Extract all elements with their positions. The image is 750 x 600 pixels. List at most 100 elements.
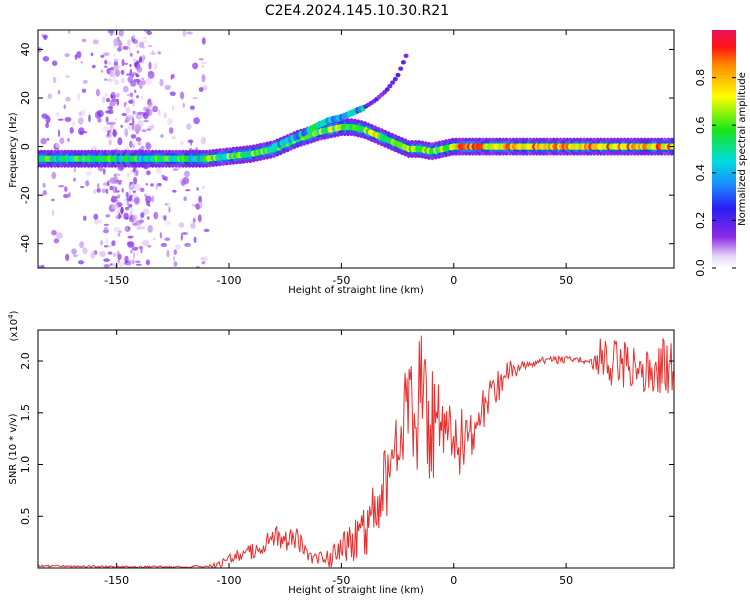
noise-blob	[109, 124, 114, 130]
noise-blob	[151, 50, 155, 55]
noise-blob	[129, 63, 132, 68]
noise-blob	[120, 125, 124, 128]
x-tick-label: 0	[450, 574, 457, 587]
noise-blob	[126, 197, 132, 202]
noise-blob	[101, 96, 106, 103]
noise-blob	[128, 188, 132, 196]
noise-blob	[52, 209, 55, 217]
noise-blob	[108, 139, 112, 146]
noise-blob	[138, 41, 145, 48]
noise-blob	[103, 258, 110, 263]
noise-blob	[163, 215, 167, 221]
noise-blob	[64, 53, 70, 58]
noise-blob	[135, 137, 142, 142]
noise-blob	[106, 78, 113, 82]
noise-blob	[198, 58, 204, 61]
noise-blob	[125, 115, 129, 124]
noise-blob	[103, 52, 110, 57]
noise-blob	[79, 241, 85, 249]
noise-blob	[76, 51, 82, 59]
noise-blob	[140, 212, 145, 218]
noise-blob	[82, 247, 88, 255]
noise-blob	[132, 214, 138, 222]
noise-blob	[180, 233, 183, 241]
noise-blob	[69, 126, 74, 134]
noise-blob	[126, 173, 130, 177]
snr-series-line	[38, 335, 674, 568]
noise-blob	[51, 171, 57, 180]
noise-blob	[181, 180, 186, 187]
upper-branch-blob	[403, 53, 409, 58]
noise-blob	[140, 245, 143, 254]
noise-blob	[82, 79, 88, 84]
x-tick-label: -100	[217, 274, 242, 287]
noise-blob	[80, 61, 84, 64]
noise-blob	[198, 87, 204, 92]
y-tick-label: 20	[19, 91, 32, 105]
noise-blob	[42, 56, 50, 62]
noise-blob	[67, 138, 70, 142]
snr-y-ticks: 0.5 1.0 1.5 2.0	[19, 352, 674, 525]
noise-blob	[123, 62, 129, 65]
y-tick-label: -40	[19, 235, 32, 253]
noise-blob	[164, 176, 168, 182]
noise-blob	[128, 259, 132, 266]
noise-blob	[101, 188, 107, 194]
noise-blob	[171, 136, 176, 140]
noise-blob	[145, 201, 150, 206]
noise-blob	[144, 193, 148, 198]
noise-blob	[192, 217, 196, 223]
noise-blob	[157, 109, 161, 116]
noise-blob	[180, 91, 185, 100]
noise-blob	[157, 51, 161, 55]
noise-blob	[117, 253, 122, 260]
noise-blob	[128, 45, 131, 53]
noise-blob	[107, 245, 113, 248]
noise-blob	[111, 240, 116, 247]
spectrogram-y-axis-label: Frequency (Hz)	[8, 112, 19, 188]
noise-blob	[132, 168, 136, 173]
noise-blob	[85, 170, 92, 176]
noise-blob	[73, 167, 76, 173]
noise-blob	[88, 114, 91, 123]
noise-blob	[64, 186, 68, 193]
spectrogram-panel: -150 -100 -50 0 50 -40 -20 0 20 40 Height of str…	[8, 29, 675, 296]
noise-blob	[129, 80, 137, 87]
noise-blob	[141, 129, 147, 132]
noise-blob	[83, 215, 87, 221]
noise-blob	[113, 53, 116, 57]
noise-blob	[147, 102, 153, 108]
noise-blob	[160, 242, 167, 248]
noise-blob	[110, 94, 114, 99]
noise-blob	[81, 109, 86, 117]
noise-blob	[57, 90, 61, 95]
noise-blob	[125, 191, 129, 198]
noise-blob	[129, 52, 133, 57]
noise-blob	[46, 138, 50, 141]
noise-blob	[168, 127, 174, 134]
noise-blob	[161, 174, 165, 178]
upper-branch-blob	[400, 60, 406, 65]
noise-blob	[180, 140, 184, 146]
noise-blob	[164, 84, 171, 90]
noise-blob	[192, 62, 199, 70]
noise-blob	[120, 206, 124, 215]
noise-blob	[136, 50, 140, 54]
noise-blob	[52, 60, 58, 66]
noise-blob	[100, 54, 105, 58]
noise-blob	[184, 242, 191, 247]
noise-blob	[145, 77, 152, 85]
noise-blob	[113, 263, 119, 268]
noise-blob	[181, 232, 189, 235]
noise-blob	[142, 208, 150, 215]
x-tick-label: 50	[559, 274, 573, 287]
noise-blob	[118, 40, 123, 49]
noise-blob	[109, 69, 115, 78]
spectrogram-y-ticks: -40 -20 0 20 40	[19, 42, 674, 253]
noise-blob	[200, 61, 207, 64]
noise-blob	[109, 121, 116, 126]
noise-blob	[57, 118, 64, 121]
noise-blob	[63, 193, 70, 199]
noise-blob	[112, 129, 117, 137]
noise-blob	[85, 180, 90, 187]
